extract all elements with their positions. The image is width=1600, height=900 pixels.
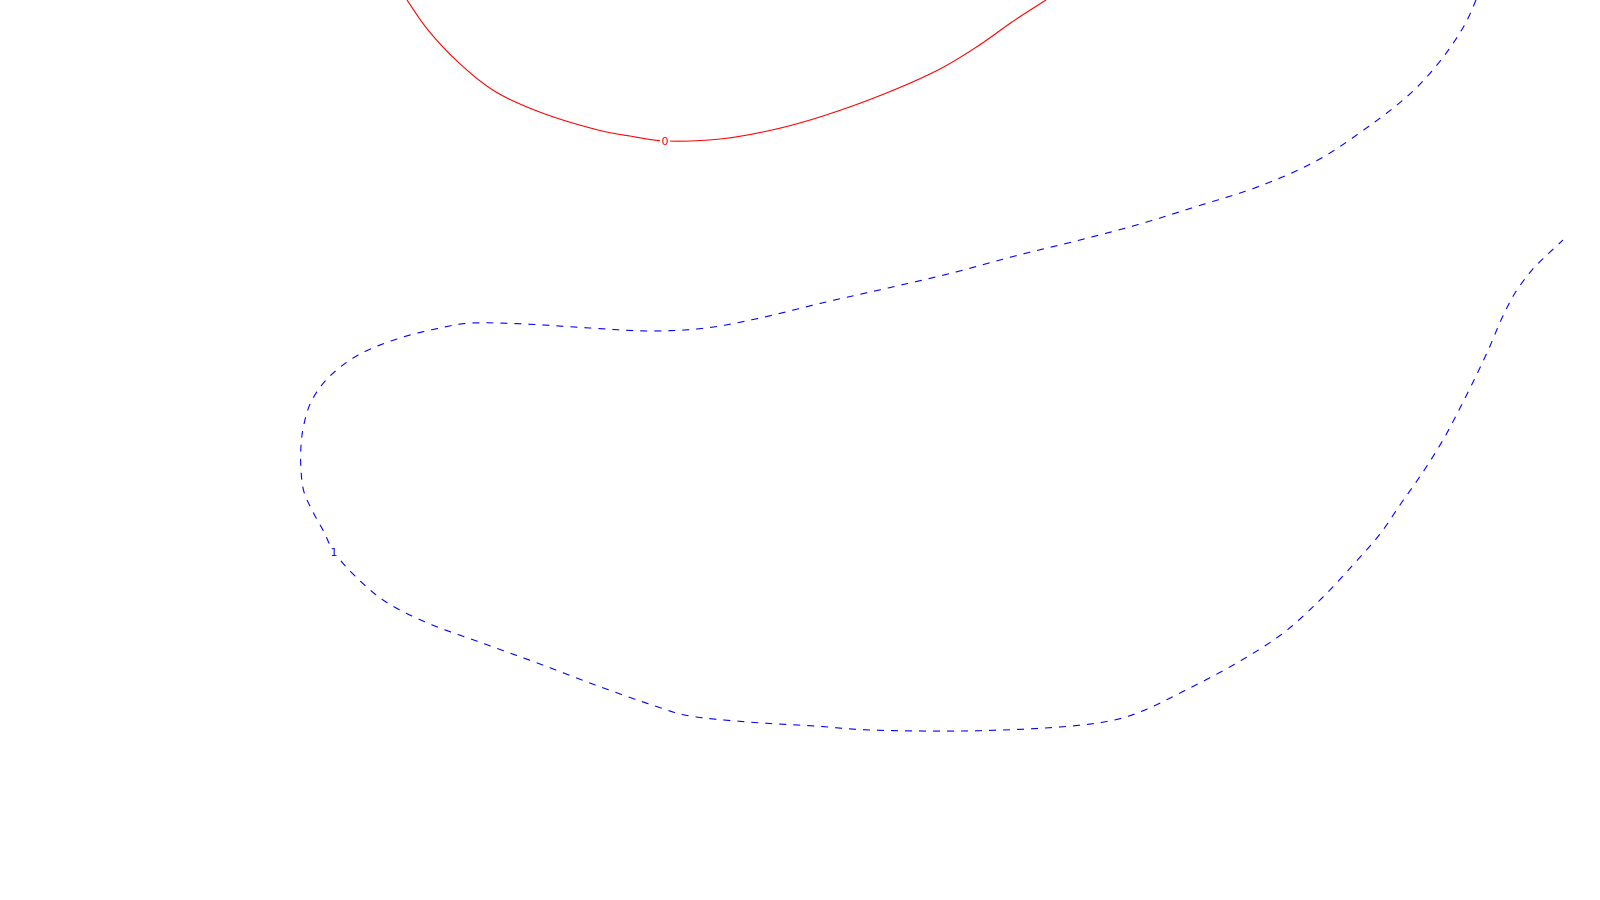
contour-label-background: [329, 546, 339, 558]
contour-line-level-1: [300, 0, 1564, 732]
contour-label-level-1: 1: [331, 546, 338, 559]
contour-line-level-0: [406, 0, 1047, 142]
contour-label-level-0: 0: [662, 135, 669, 148]
contour-layer: [300, 0, 1564, 732]
contour-label-background: [660, 135, 670, 147]
contour-label-layer: 01: [329, 135, 670, 559]
